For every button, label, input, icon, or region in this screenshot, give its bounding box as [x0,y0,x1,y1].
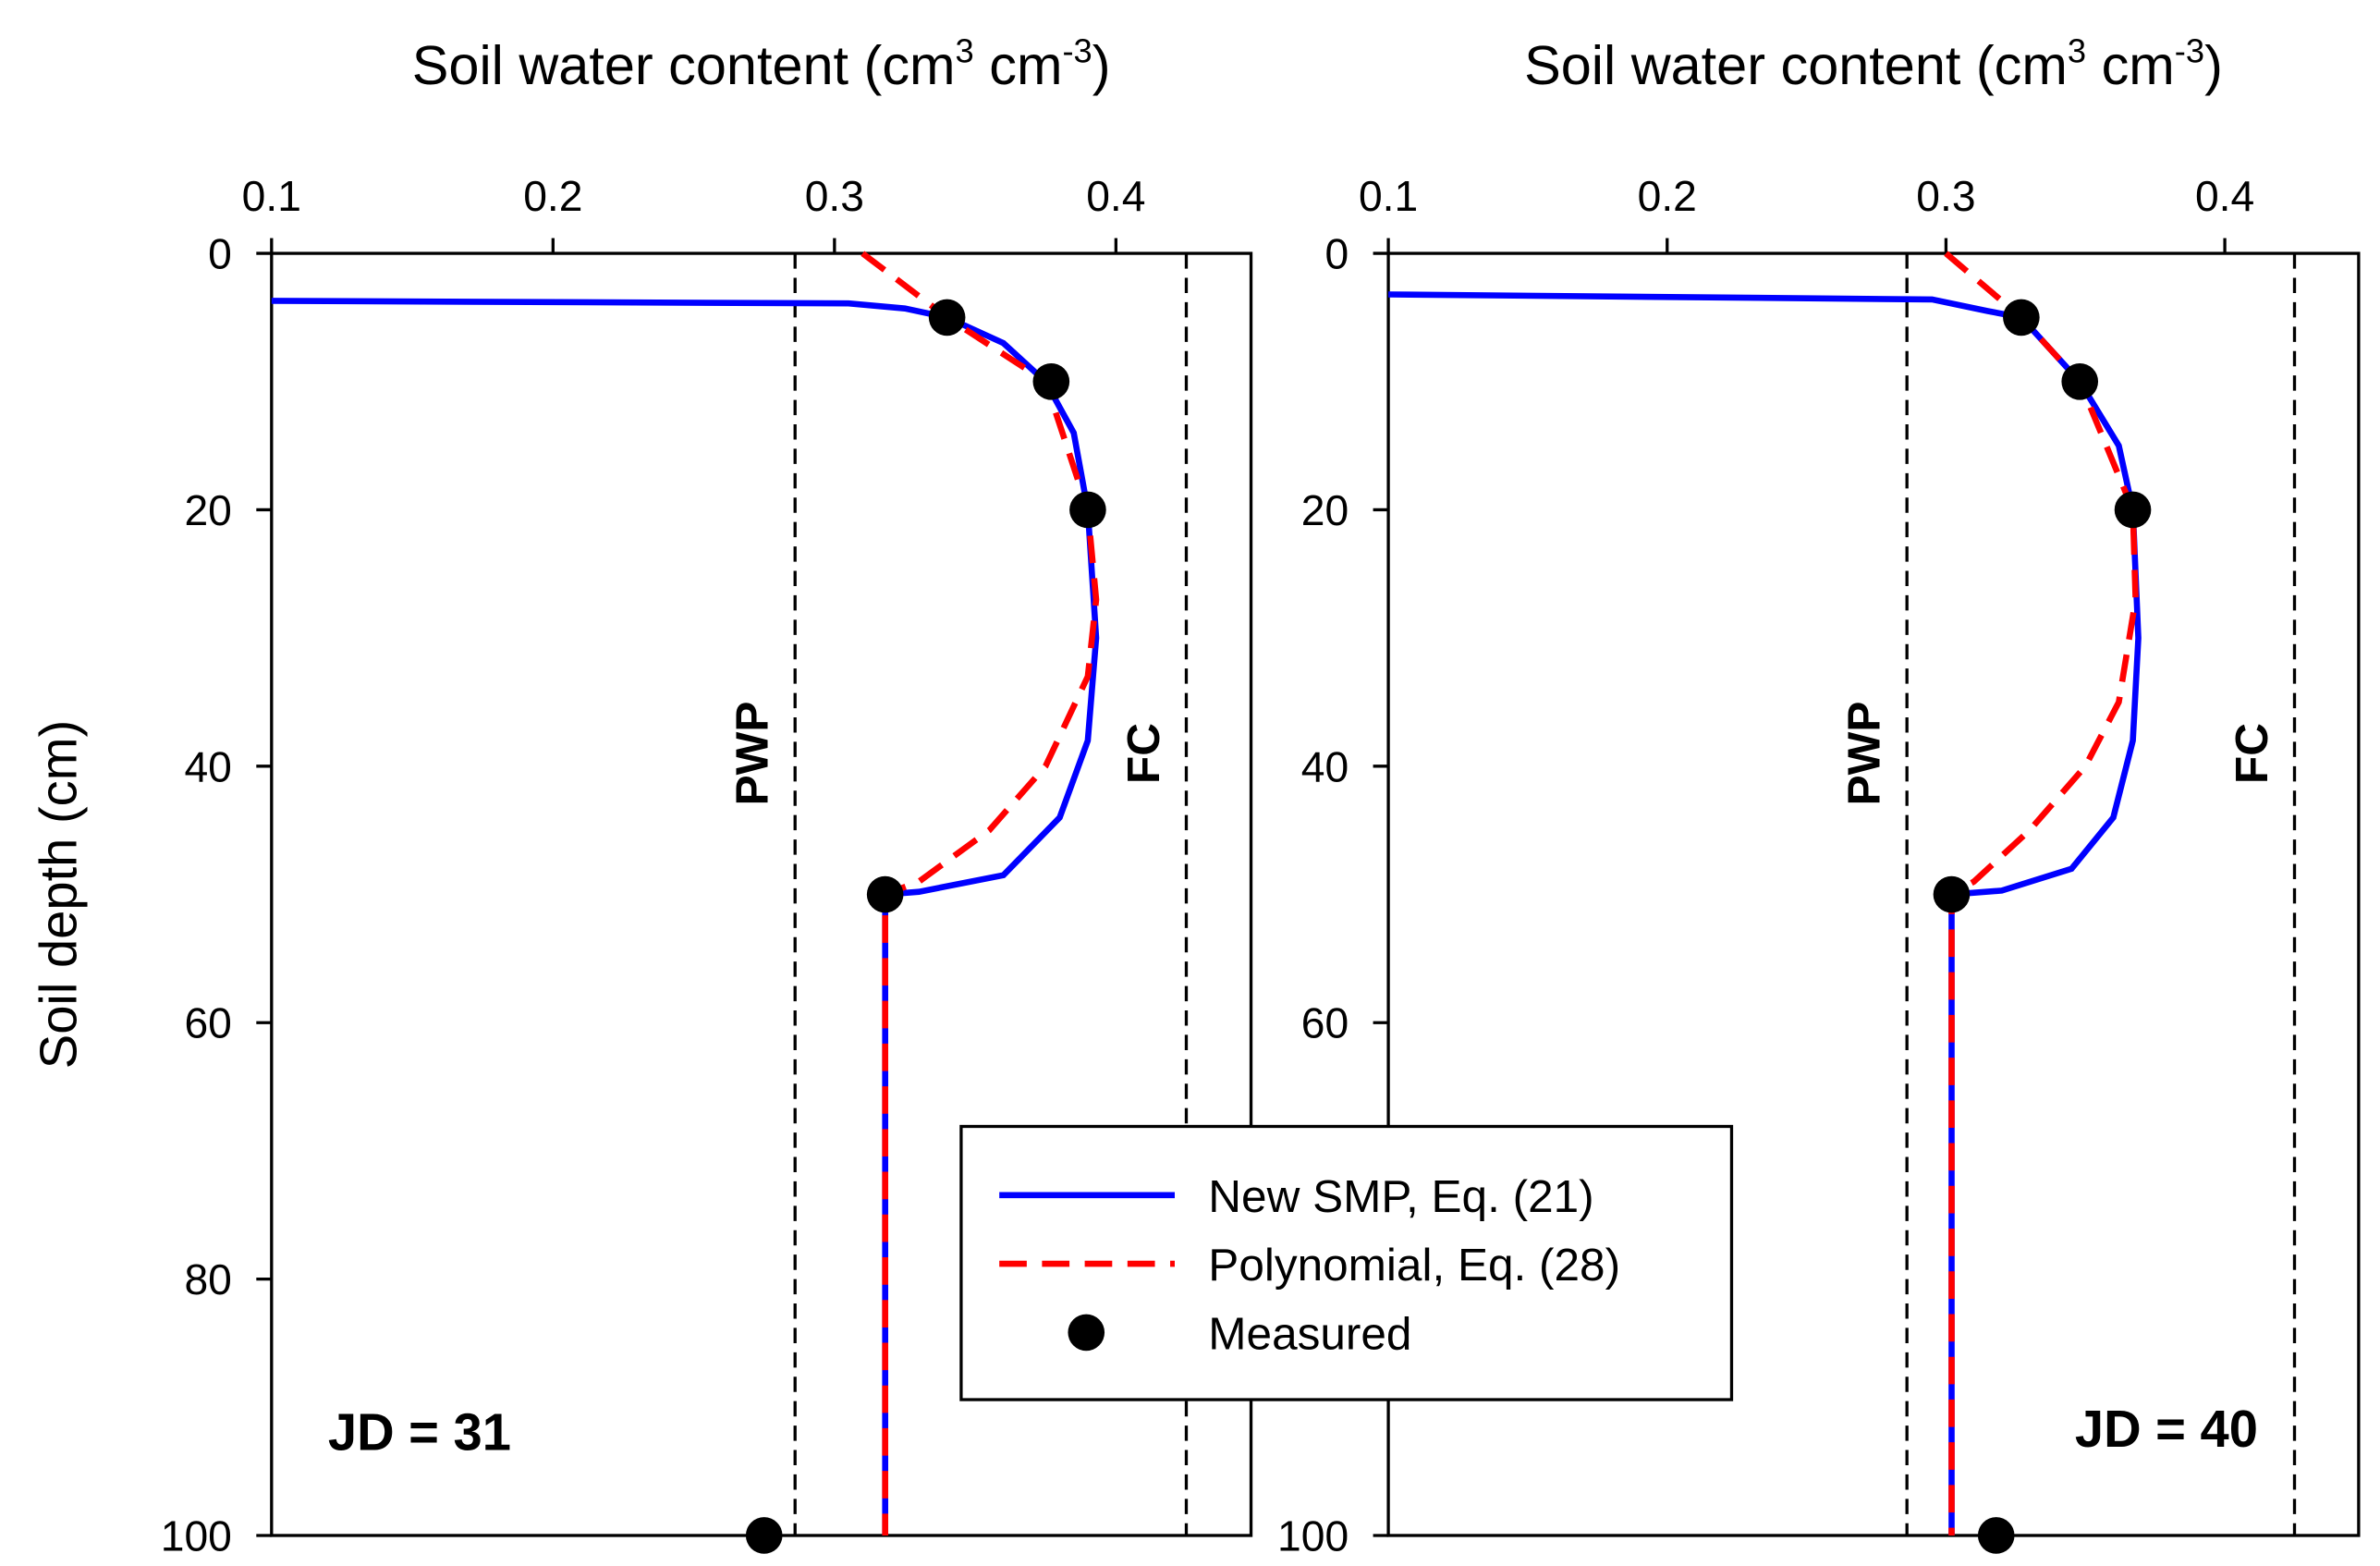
y-tick-label: 100 [1277,1511,1349,1560]
y-tick-label: 40 [1301,742,1349,790]
x-tick-label: 0.3 [1916,172,1975,220]
data-point [2061,362,2099,400]
x-axis-label-part: cm [2086,34,2175,96]
x-axis-label-part: 3 [956,32,974,70]
reference-line-label: FC [2227,723,2277,784]
data-point [745,1517,783,1554]
x-axis-label-part: -3 [2175,32,2204,70]
plot-frame [1386,251,2361,1537]
x-tick-label: 0.2 [523,172,582,220]
y-tick-label: 60 [1301,999,1349,1047]
annotation: JD = 40 [2075,1400,2258,1458]
y-tick-label: 40 [184,742,231,790]
legend-label: Measured [1208,1309,1411,1360]
x-axis-label-part: ) [2204,34,2223,96]
y-tick-label: 0 [208,230,232,278]
series-line [860,251,1100,1535]
y-tick-label: 80 [184,1255,231,1303]
x-tick-label: 0.4 [2195,172,2254,220]
data-point [1032,362,1070,400]
y-tick-label: 20 [184,486,231,534]
x-tick-label: 0.2 [1638,172,1697,220]
data-point [1933,875,1971,913]
annotation: JD = 31 [328,1403,511,1462]
data-point [1977,1517,2015,1554]
x-axis-label-part: -3 [1062,32,1092,70]
reference-line-label: PWP [727,702,778,806]
series-line [1944,251,2139,1535]
x-tick-label: 0.3 [805,172,864,220]
legend-label: Polynomial, Eq. (28) [1208,1240,1620,1291]
reference-line-label: PWP [1838,702,1889,806]
legend-label: New SMP, Eq. (21) [1208,1171,1593,1222]
data-point [1069,491,1106,529]
x-axis-label-part: 3 [2068,32,2086,70]
legend-swatch [1068,1314,1105,1352]
data-point [928,299,966,336]
data-point [866,875,904,913]
x-axis-label: Soil water content (cm3 cm-3) [412,32,1111,96]
y-tick-label: 0 [1324,230,1349,278]
x-tick-label: 0.1 [1359,172,1418,220]
x-tick-label: 0.1 [242,172,301,220]
x-axis-label-part: Soil water content (cm [412,34,956,96]
y-tick-label: 20 [1301,486,1349,534]
x-axis-label-part: Soil water content (cm [1524,34,2068,96]
x-axis-label-part: cm [974,34,1063,96]
x-axis-label: Soil water content (cm3 cm-3) [1524,32,2223,96]
x-tick-label: 0.4 [1086,172,1145,220]
data-point [2003,299,2040,336]
data-point [2114,491,2152,529]
y-tick-label: 60 [184,999,231,1047]
y-tick-label: 100 [161,1511,232,1560]
x-axis-label-part: ) [1092,34,1111,96]
reference-line-label: FC [1118,723,1169,784]
y-axis-label: Soil depth (cm) [30,720,88,1069]
